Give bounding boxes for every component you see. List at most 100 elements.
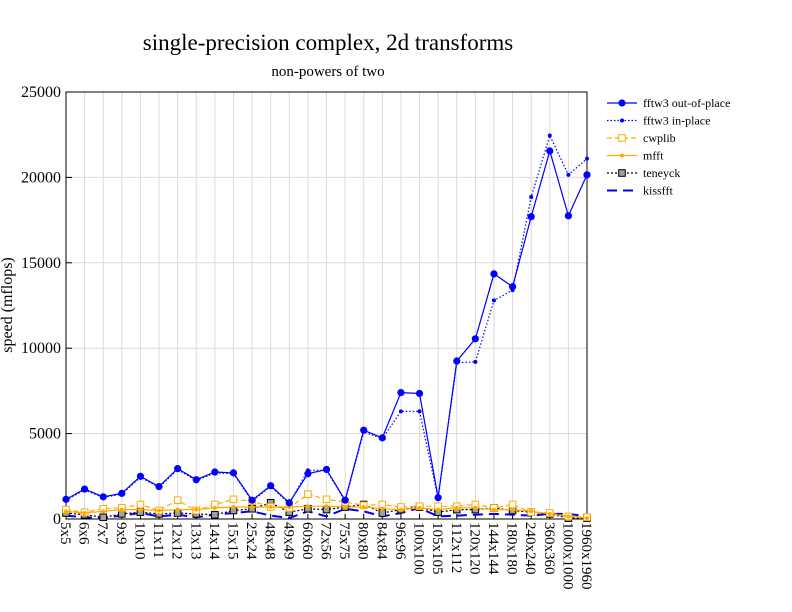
x-tick-label: 6x6 [76,522,92,545]
data-point [136,472,145,480]
data-point [491,298,496,303]
data-point [546,147,554,155]
data-point [304,470,312,478]
x-tick-label: 15x15 [224,522,240,560]
legend-marker [618,134,626,142]
data-point [211,510,219,519]
x-tick-label: 96x96 [392,522,408,560]
data-point [510,507,515,512]
data-point [341,496,349,504]
data-point [508,500,517,509]
data-point [360,426,368,434]
data-point [250,505,255,510]
x-tick-label: 14x14 [206,522,222,560]
plot-frame [65,91,588,520]
y-tick-label: 10000 [21,340,61,357]
x-tick-label: 25x24 [243,522,259,560]
data-point [322,495,331,504]
y-ticks: 0 5000 10000 15000 20000 25000 [21,84,72,528]
data-point [398,409,403,414]
data-point [138,507,143,512]
data-point [99,513,108,522]
data-point [175,507,180,512]
y-tick-label: 0 [53,511,61,528]
data-point [490,270,498,278]
data-point [378,434,386,442]
x-tick-label: 144x144 [485,522,501,575]
x-tick-label: 49x49 [280,522,296,560]
x-tick-label: 100x100 [411,522,427,575]
data-point [173,496,182,505]
legend-marker [618,169,626,177]
y-tick-label: 20000 [21,169,61,186]
legend-label: fftw3 in-place [643,114,710,128]
x-tick-label: 60x60 [299,522,315,560]
legend-label: kissfft [643,184,673,198]
data-point [174,465,182,473]
x-tick-label: 7x7 [94,522,110,545]
data-point [585,156,589,161]
data-point [361,505,366,510]
data-point [527,213,535,221]
data-point [119,507,124,512]
legend-marker [620,153,624,158]
x-tick-label: 1960x1960 [578,522,594,590]
data-point [380,506,385,511]
x-tick-label: 48x48 [262,522,278,560]
data-point [322,465,331,474]
data-point [211,468,219,476]
x-tick-label: 13x13 [187,522,203,560]
data-point [192,476,200,484]
x-tick-label: 80x80 [355,522,371,560]
data-point [81,485,89,493]
data-point [229,495,238,504]
data-point [417,409,422,414]
data-point [566,514,571,519]
y-tick-label: 5000 [29,426,61,443]
legend-label: cwplib [643,131,676,145]
data-point [566,172,571,177]
data-point [583,171,591,179]
data-point [118,489,126,497]
data-point [547,511,552,516]
data-point [529,509,534,514]
legend: fftw3 out-of-place fftw3 in-place cwplib mf… [607,96,730,198]
x-tick-label: 84x84 [373,522,389,560]
data-point [417,505,422,510]
data-point [212,505,217,510]
x-tick-label: 105x105 [429,522,445,575]
data-point [268,505,273,510]
data-point [101,509,106,514]
data-point [471,335,479,343]
series-line [65,506,588,520]
x-tick-label: 75x75 [336,522,352,560]
data-point [155,482,163,491]
data-point [305,504,310,509]
x-ticks: 5x5 6x6 7x7 9x9 10x10 11x11 12x12 13x13 14x14 15x… [57,514,594,590]
data-point [248,496,256,504]
y-axis-label: speed (mflops) [0,257,16,353]
data-point [343,505,348,510]
data-point [473,505,478,510]
data-point [397,389,405,397]
x-tick-label: 5x5 [57,522,73,545]
x-tick-label: 180x180 [504,522,520,575]
legend-label: fftw3 out-of-place [643,96,730,110]
series-mfft [64,504,589,521]
y-tick-label: 25000 [21,84,61,101]
x-tick-label: 112x112 [448,522,464,573]
data-point [434,494,442,502]
x-tick-label: 9x9 [113,522,129,545]
x-tick-label: 120x120 [466,522,482,575]
x-tick-label: 10x10 [131,522,147,560]
x-tick-label: 1000x1000 [559,522,575,590]
data-point [99,493,107,501]
data-point [285,499,293,507]
series-kissfft [65,506,588,520]
series-layer [62,133,591,522]
data-point [82,511,87,516]
data-point [436,507,441,512]
grid [65,91,588,520]
legend-marker [618,99,626,107]
